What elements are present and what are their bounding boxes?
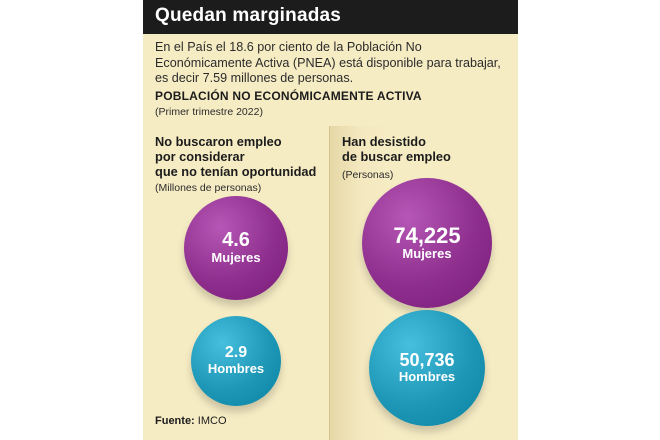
bubble-label: Mujeres <box>402 246 452 262</box>
bubble-label: Hombres <box>207 361 265 377</box>
intro-text: En el País el 18.6 por ciento de la Pobl… <box>155 40 501 85</box>
column-divider <box>329 126 330 440</box>
bubble-hombres: 50,736 Hombres <box>369 310 485 426</box>
bubble-mujeres: 4.6 Mujeres <box>184 196 288 300</box>
bubble-value: 4.6 <box>222 229 250 252</box>
bubble-mujeres: 74,225 Mujeres <box>362 178 492 308</box>
bubble-value: 50,736 <box>399 350 455 371</box>
bubble-hombres: 2.9 Hombres <box>191 316 281 406</box>
source-note: Fuente: IMCO <box>155 415 227 427</box>
left-heading-line: por considerar <box>155 149 245 164</box>
bubble-label: Mujeres <box>211 250 261 266</box>
source-value: IMCO <box>197 415 227 427</box>
left-heading-line: No buscaron empleo <box>155 134 282 149</box>
right-heading-line: de buscar empleo <box>342 149 451 164</box>
page-title: Quedan marginadas <box>155 5 342 26</box>
title-bar: Quedan marginadas <box>143 0 518 34</box>
source-label: Fuente: <box>155 415 195 427</box>
right-heading-line: Han desistido <box>342 134 426 149</box>
left-column-unit: (Millones de personas) <box>155 182 262 194</box>
bubble-label: Hombres <box>398 369 456 385</box>
left-column-heading: No buscaron empleo por considerar que no… <box>155 134 316 179</box>
left-heading-line: que no tenían oportunidad <box>155 164 317 179</box>
section-subtitle: (Primer trimestre 2022) <box>155 106 263 118</box>
right-column-heading: Han desistido de buscar empleo <box>342 134 451 164</box>
bubble-value: 74,225 <box>393 223 461 249</box>
bubble-value: 2.9 <box>224 344 248 362</box>
section-title: POBLACIÓN NO ECONÓMICAMENTE ACTIVA <box>155 89 422 103</box>
infographic-panel: Quedan marginadas En el País el 18.6 por… <box>143 0 518 440</box>
right-column-unit: (Personas) <box>342 169 394 181</box>
